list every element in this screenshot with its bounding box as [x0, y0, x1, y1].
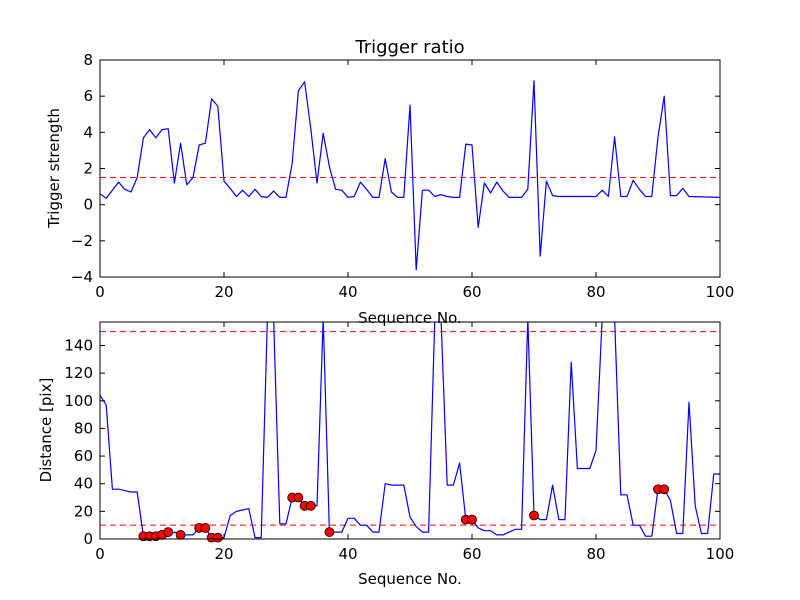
- y-tick-label: 20: [74, 502, 93, 520]
- marker-point: [324, 527, 335, 537]
- y-tick-label: 0: [83, 196, 93, 214]
- marker-point: [163, 527, 174, 537]
- x-tick-label: 0: [95, 545, 105, 563]
- y-tick-label: 6: [83, 87, 93, 105]
- axis-ticks: 0 20 40 60 80 100 0 20 40 60 80 100 120 140: [64, 322, 734, 563]
- axis-ticks: 0 20 40 60 80 100 −4 −2 0 2 4 6 8: [71, 51, 734, 301]
- marker-point: [305, 500, 316, 511]
- x-tick-label: 40: [338, 283, 357, 301]
- x-tick-label: 60: [462, 283, 481, 301]
- y-tick-label: 140: [64, 336, 93, 354]
- x-tick-label: 80: [586, 545, 605, 563]
- x-tick-label: 20: [214, 283, 233, 301]
- y-axis-label: Distance [pix]: [37, 378, 55, 483]
- marker-points: [138, 484, 670, 543]
- y-tick-label: 4: [83, 123, 93, 141]
- x-axis-label: Sequence No.: [358, 570, 462, 588]
- marker-point: [467, 514, 477, 525]
- y-tick-label: −4: [71, 268, 93, 286]
- y-tick-label: 40: [74, 475, 93, 493]
- x-tick-label: 100: [706, 545, 735, 563]
- distance-plot: 0 20 40 60 80 100 0 20 40 60 80 100 120 140 Sequence …: [37, 321, 734, 588]
- y-tick-label: 0: [83, 530, 93, 548]
- x-axis-label: Sequence No.: [358, 309, 462, 327]
- marker-point: [293, 492, 304, 503]
- y-axis-label: Trigger strength: [45, 108, 63, 229]
- x-tick-label: 100: [706, 283, 735, 301]
- y-tick-label: −2: [71, 232, 93, 250]
- marker-point: [529, 510, 539, 521]
- x-tick-label: 0: [95, 283, 105, 301]
- x-tick-label: 80: [586, 283, 605, 301]
- y-tick-label: 120: [64, 364, 93, 382]
- y-tick-label: 80: [74, 419, 93, 437]
- marker-point: [175, 529, 186, 540]
- plot-frame: [99, 321, 721, 540]
- y-tick-label: 8: [83, 51, 93, 69]
- x-tick-label: 40: [338, 545, 357, 563]
- x-tick-label: 20: [214, 545, 233, 563]
- series-line: [100, 80, 720, 271]
- marker-point: [212, 532, 223, 543]
- y-tick-label: 2: [83, 160, 93, 178]
- marker-point: [659, 484, 670, 495]
- chart-title: Trigger ratio: [354, 37, 464, 58]
- marker-point: [200, 523, 211, 533]
- x-tick-label: 60: [462, 545, 481, 563]
- y-tick-label: 100: [64, 392, 93, 410]
- y-tick-label: 60: [74, 447, 93, 465]
- data-series: [100, 80, 720, 271]
